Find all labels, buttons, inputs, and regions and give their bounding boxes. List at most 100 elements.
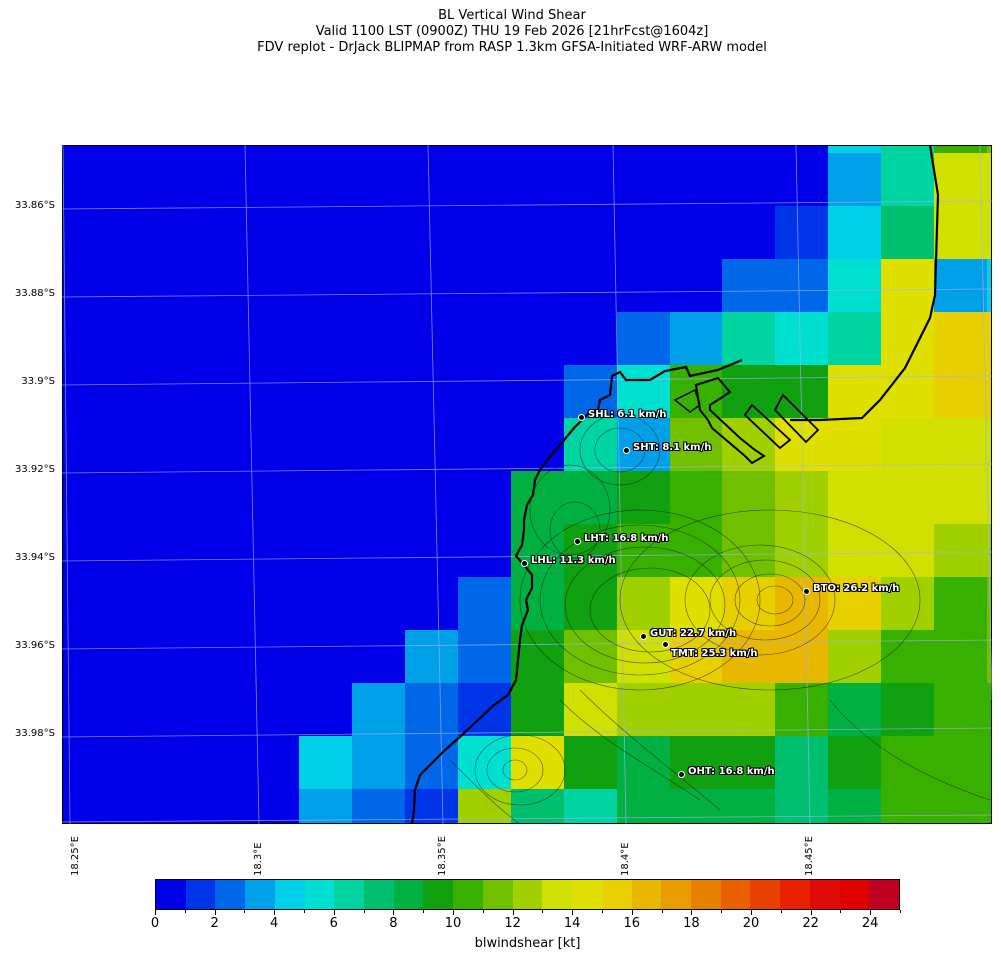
grid-cell <box>299 630 352 683</box>
grid-cell <box>511 418 564 471</box>
grid-cell <box>775 146 828 153</box>
grid-cell <box>299 577 352 630</box>
grid-cell <box>299 365 352 418</box>
colorbar-swatch <box>364 880 394 909</box>
grid-cell <box>775 736 828 789</box>
grid-cell <box>458 683 511 736</box>
grid-cell <box>299 153 352 206</box>
grid-cell <box>63 146 299 153</box>
grid-cell <box>987 789 991 823</box>
station-marker-sht[interactable] <box>623 447 630 454</box>
grid-cell <box>511 630 564 683</box>
grid-cell <box>352 206 405 259</box>
station-marker-gut[interactable] <box>640 633 647 640</box>
grid-cell <box>352 365 405 418</box>
station-marker-oht[interactable] <box>678 771 685 778</box>
grid-cell <box>828 630 881 683</box>
grid-cell <box>670 577 722 630</box>
grid-cell <box>934 365 987 418</box>
grid-cell <box>458 524 511 577</box>
grid-cell <box>299 206 352 259</box>
grid-cell <box>564 312 617 365</box>
colorbar-tick <box>274 910 276 915</box>
y-tick-label: 33.92°S <box>15 464 55 475</box>
colorbar-swatch <box>542 880 573 909</box>
y-tick-label: 33.98°S <box>15 728 55 739</box>
station-marker-bto[interactable] <box>803 588 810 595</box>
x-tick-label: 18.45°E <box>804 836 815 876</box>
grid-cell <box>63 577 299 630</box>
y-tick-label: 33.86°S <box>15 200 55 211</box>
grid-cell <box>722 418 775 471</box>
grid-cell <box>722 736 775 789</box>
colorbar-tick <box>184 910 186 913</box>
grid-cell <box>458 365 511 418</box>
colorbar-tick <box>423 910 425 913</box>
grid-cell <box>405 736 458 789</box>
map-area[interactable] <box>62 145 992 824</box>
colorbar-swatch <box>156 880 186 909</box>
grid-cell <box>881 789 934 823</box>
grid-cell <box>458 146 511 153</box>
colorbar-tick <box>810 910 812 915</box>
station-marker-lht[interactable] <box>574 538 581 545</box>
grid-cell <box>987 630 991 683</box>
colorbar-swatch <box>215 880 246 909</box>
grid-cell <box>63 206 299 259</box>
grid-cell <box>511 146 564 153</box>
grid-cell <box>881 365 934 418</box>
colorbar-swatch <box>839 880 870 909</box>
grid-cell <box>405 630 458 683</box>
grid-cell <box>775 312 828 365</box>
grid-cell <box>881 630 934 683</box>
station-label-bto: BTO: 26.2 km/h <box>813 583 900 594</box>
grid-cell <box>405 153 458 206</box>
grid-cell <box>934 471 987 524</box>
grid-cell <box>63 365 299 418</box>
colorbar-tick-label: 14 <box>563 916 581 931</box>
x-tick-label: 18.4°E <box>620 842 631 876</box>
grid-cell <box>564 789 617 823</box>
grid-cell <box>934 736 987 789</box>
grid-cell <box>828 418 881 471</box>
grid-cell <box>352 312 405 365</box>
colorbar-swatch <box>274 880 305 909</box>
colorbar-swatch <box>512 880 543 909</box>
station-marker-shl[interactable] <box>578 414 585 421</box>
colorbar-swatch <box>334 880 365 909</box>
grid-cell <box>564 259 617 312</box>
grid-cell <box>63 471 299 524</box>
colorbar-tick-label: 4 <box>270 916 279 931</box>
colorbar-swatch <box>304 880 335 909</box>
grid-cell <box>352 524 405 577</box>
grid-cell <box>63 789 299 823</box>
colorbar-tick <box>691 910 693 915</box>
grid-cell <box>299 312 352 365</box>
grid-cell <box>722 146 775 153</box>
grid-cell <box>617 153 670 206</box>
grid-cell <box>617 259 670 312</box>
grid-cell <box>405 312 458 365</box>
station-marker-tmt[interactable] <box>662 641 669 648</box>
grid-cell <box>564 577 617 630</box>
grid-cell <box>564 736 617 789</box>
grid-cell <box>617 736 670 789</box>
grid-cell <box>564 418 617 471</box>
grid-cell <box>828 259 881 312</box>
grid-cell <box>352 146 405 153</box>
grid-cell <box>458 789 511 823</box>
colorbar-swatch <box>690 880 721 909</box>
grid-cell <box>405 418 458 471</box>
grid-cell <box>511 312 564 365</box>
grid-cell <box>722 524 775 577</box>
grid-cell <box>828 524 881 577</box>
grid-cell <box>722 683 775 736</box>
colorbar-label: blwindshear [kt] <box>474 936 581 951</box>
grid-cell <box>722 365 775 418</box>
grid-cell <box>352 683 405 736</box>
grid-cell <box>775 630 828 683</box>
station-marker-lhl[interactable] <box>521 560 528 567</box>
colorbar-tick-label: 16 <box>623 916 641 931</box>
colorbar-tick <box>304 910 305 913</box>
grid-cell <box>299 736 352 789</box>
